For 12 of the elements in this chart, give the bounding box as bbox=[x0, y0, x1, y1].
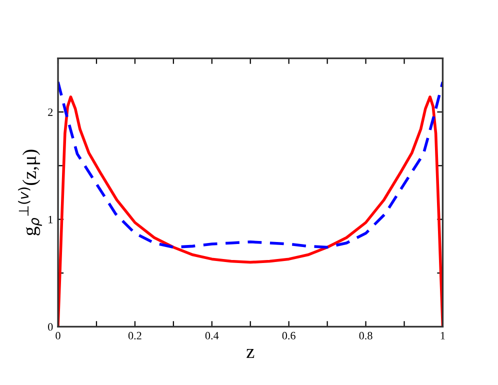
line-series bbox=[58, 80, 443, 249]
x-tick-label: 0.2 bbox=[128, 332, 142, 340]
y-tick-label: 2 bbox=[48, 108, 53, 116]
x-tick-label: 1 bbox=[440, 332, 445, 340]
x-axis-title: z bbox=[246, 348, 254, 358]
x-tick-label: 0.6 bbox=[282, 332, 296, 340]
y-tick-label: 1 bbox=[48, 216, 52, 224]
y-axis-title: g$_{ρ}$$^{⊥(v)}$(z,μ) bbox=[18, 150, 42, 236]
x-tick-label: 0.4 bbox=[205, 332, 219, 340]
y-tick-label: 0 bbox=[48, 323, 53, 331]
x-tick-label: 0 bbox=[56, 332, 60, 340]
x-tick-label: 0.8 bbox=[359, 332, 372, 340]
